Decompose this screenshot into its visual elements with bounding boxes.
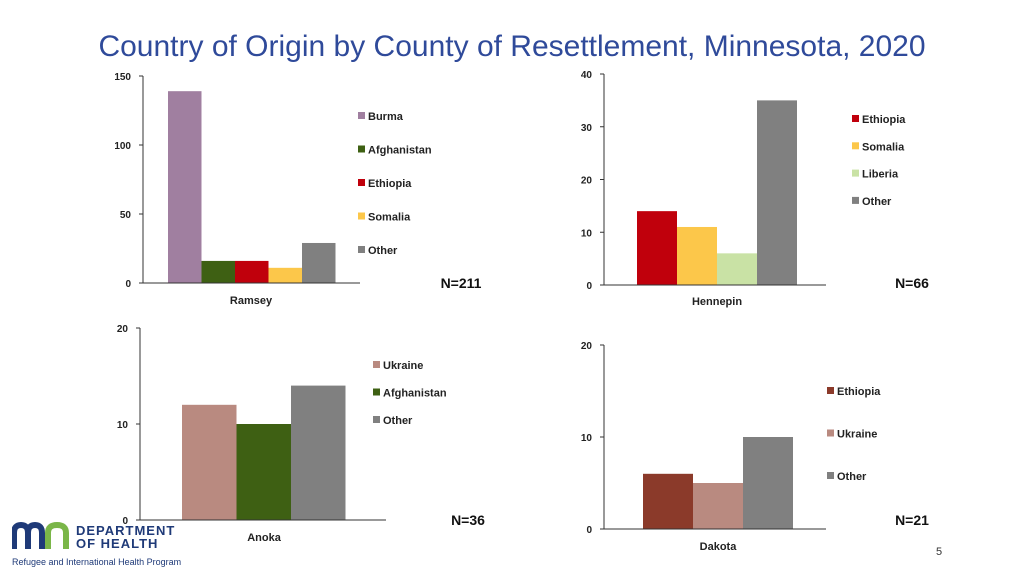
- bar-other: [302, 242, 336, 283]
- y-tick-label: 150: [114, 72, 131, 83]
- sample-size-label: N=211: [441, 275, 482, 291]
- legend-swatch: [358, 246, 365, 253]
- legend-label-liberia: Liberia: [862, 169, 899, 181]
- y-tick-label: 40: [581, 70, 593, 81]
- legend-label-other: Other: [837, 471, 867, 483]
- sample-size-label: N=66: [895, 275, 929, 291]
- sample-size-label: N=36: [451, 512, 485, 528]
- y-tick-label: 100: [114, 141, 131, 152]
- legend-label-ukraine: Ukraine: [837, 429, 877, 441]
- legend-swatch: [373, 361, 380, 368]
- legend-label-ethiopia: Ethiopia: [368, 178, 412, 190]
- legend-swatch: [358, 112, 365, 119]
- page-number: 5: [936, 546, 943, 558]
- bar-other: [757, 100, 797, 285]
- y-tick-label: 20: [581, 176, 593, 187]
- chart-ramsey: 0 50 100 150 Ramsey Burma Afghanistan Ethiopia S…: [114, 72, 481, 307]
- category-label: Anoka: [247, 532, 282, 544]
- mdh-logo-icon: [12, 521, 69, 549]
- chart-hennepin: 0 10 20 30 40 Hennepin Ethiopia Somalia Liberia O…: [581, 70, 929, 308]
- legend-swatch: [373, 388, 380, 396]
- chart-anoka: 0 10 20 Anoka Ukraine Afghanistan Other N=36: [117, 324, 485, 544]
- y-tick-label: 10: [581, 228, 593, 239]
- y-tick-label: 0: [125, 279, 131, 290]
- legend-label-afghanistan: Afghanistan: [383, 388, 447, 400]
- legend-swatch: [358, 212, 365, 220]
- bar-ukraine: [693, 483, 743, 529]
- bar-ukraine: [182, 404, 237, 520]
- legend-label-afghanistan: Afghanistan: [368, 145, 432, 157]
- y-tick-label: 30: [581, 123, 593, 134]
- program-name: Refugee and International Health Program: [12, 557, 182, 567]
- legend-label-burma: Burma: [368, 111, 404, 123]
- sample-size-label: N=21: [895, 512, 929, 528]
- page-title: Country of Origin by County of Resettlem…: [98, 30, 926, 63]
- legend-swatch: [852, 115, 859, 122]
- department-name: DEPARTMENT OF HEALTH: [76, 524, 175, 550]
- y-tick-label: 20: [581, 341, 593, 352]
- bar-ethiopia: [235, 260, 269, 283]
- y-tick-label: 10: [581, 433, 593, 444]
- y-tick-label: 20: [117, 324, 129, 335]
- bar-liberia: [717, 253, 757, 285]
- department-line-1: DEPARTMENT: [76, 523, 176, 538]
- bar-burma: [168, 91, 202, 284]
- category-label: Ramsey: [230, 295, 273, 307]
- legend-swatch: [827, 472, 834, 479]
- legend-label-ethiopia: Ethiopia: [862, 114, 906, 126]
- legend-label-somalia: Somalia: [368, 212, 411, 224]
- bar-afghanistan: [201, 260, 235, 283]
- legend-label-somalia: Somalia: [862, 141, 905, 153]
- bar-afghanistan: [236, 424, 291, 520]
- y-tick-label: 0: [586, 525, 592, 536]
- department-line-2: OF HEALTH: [76, 536, 159, 551]
- y-tick-label: 0: [586, 281, 592, 292]
- legend-swatch: [373, 416, 380, 423]
- bar-somalia: [268, 267, 302, 283]
- legend-label-other: Other: [383, 415, 413, 427]
- category-label: Dakota: [700, 541, 738, 553]
- bar-other: [743, 437, 793, 529]
- legend-label-other: Other: [368, 245, 398, 257]
- legend-swatch: [852, 196, 859, 204]
- y-tick-label: 50: [120, 210, 132, 221]
- legend-swatch: [827, 429, 834, 437]
- bar-somalia: [677, 226, 717, 285]
- category-label: Hennepin: [692, 296, 742, 308]
- legend-swatch: [358, 145, 365, 153]
- y-tick-label: 10: [117, 420, 129, 431]
- legend-swatch: [852, 142, 859, 150]
- legend-swatch: [852, 169, 859, 177]
- bar-other: [291, 385, 346, 520]
- y-tick-label: 0: [122, 516, 128, 527]
- legend-label-ethiopia: Ethiopia: [837, 386, 881, 398]
- chart-dakota: 0 10 20 Dakota Ethiopia Ukraine Other N=21: [581, 341, 929, 553]
- legend-label-ukraine: Ukraine: [383, 360, 423, 372]
- legend-swatch: [358, 179, 365, 186]
- bar-ethiopia: [643, 473, 693, 529]
- legend-swatch: [827, 387, 834, 394]
- bar-ethiopia: [637, 211, 677, 285]
- legend-label-other: Other: [862, 196, 892, 208]
